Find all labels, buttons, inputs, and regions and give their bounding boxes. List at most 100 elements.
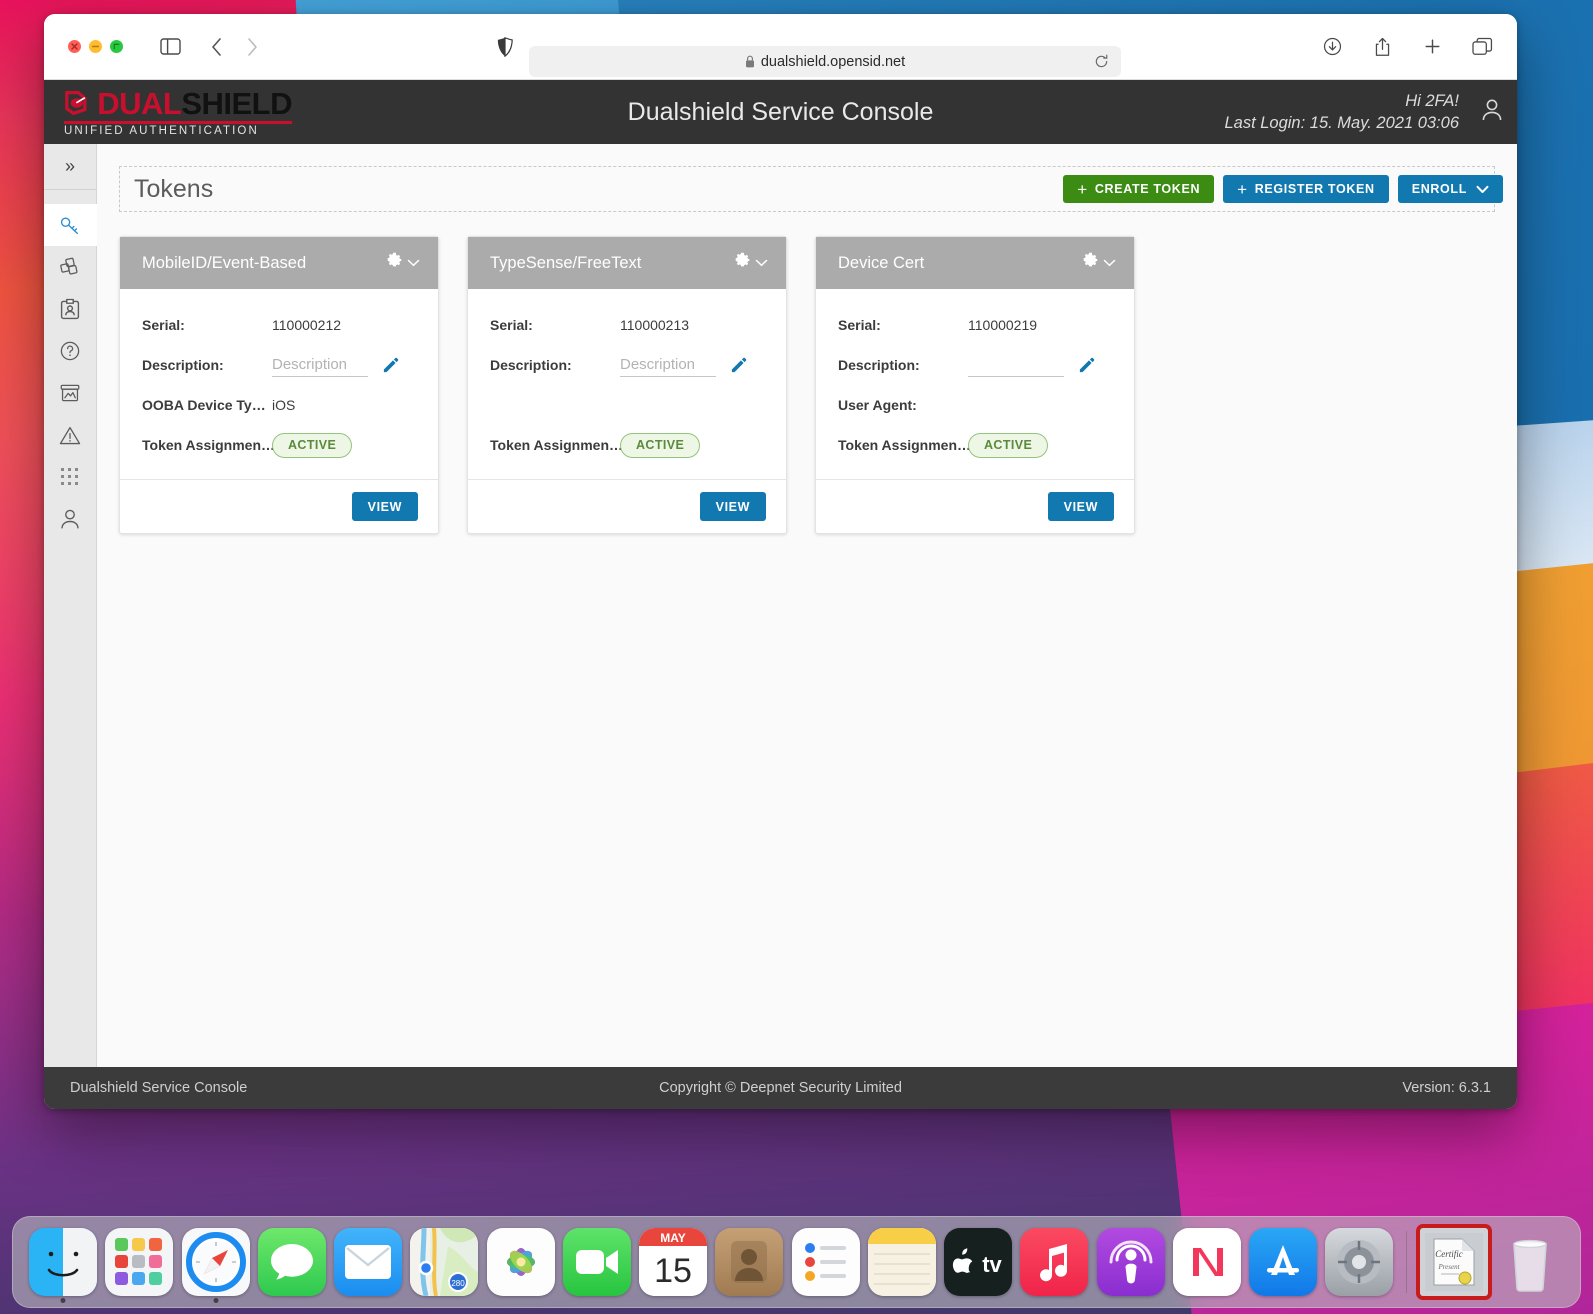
sidebar-spacer [44,190,97,204]
svg-text:Certific: Certific [1435,1249,1463,1259]
dock-item-mail[interactable] [332,1225,404,1299]
app-sidebar: » [44,144,97,1067]
dock-item-reminders[interactable] [790,1225,862,1299]
apps-icon [59,256,81,278]
card-menu-button[interactable] [386,252,420,274]
enroll-button[interactable]: ENROLL [1397,175,1503,203]
card-row-serial: Serial: 110000212 [142,305,416,345]
safari-icon [185,1232,246,1292]
macos-dock: 280 [12,1216,1581,1308]
sidebar-toggle-icon[interactable] [153,32,187,62]
enroll-label: ENROLL [1411,182,1467,196]
dock-item-facetime[interactable] [561,1225,633,1299]
row-label: Serial: [838,317,881,333]
token-cards: MobileID/Event-Based Serial: [119,236,1495,534]
sidebar-item-grid[interactable] [44,456,97,498]
key-icon [59,214,81,236]
sidebar-item-tokens[interactable] [44,204,97,246]
new-tab-icon[interactable] [1415,32,1449,62]
dock-item-photos[interactable] [485,1225,557,1299]
maximize-window-button[interactable] [110,40,123,53]
pencil-icon[interactable] [382,357,399,374]
calendar-month: MAY [660,1231,686,1245]
minimize-window-button[interactable] [89,40,102,53]
view-button[interactable]: VIEW [351,492,418,521]
view-button[interactable]: VIEW [1047,492,1114,521]
grid-dots-icon [60,467,80,487]
user-avatar-icon[interactable] [1481,98,1503,127]
close-window-button[interactable] [68,40,81,53]
card-row-user-agent: User Agent: [838,385,1112,425]
dock-item-certificate-file[interactable]: Certific Present [1417,1225,1489,1299]
row-label: Token Assignmen… [490,437,624,453]
sidebar-expand-button[interactable]: » [44,144,97,190]
register-token-button[interactable]: + REGISTER TOKEN [1223,175,1389,203]
logo-primary-text: DUAL [97,85,182,121]
dock-item-finder[interactable] [27,1225,99,1303]
gear-icon [386,252,403,274]
card-body: Serial: 110000212 Description: OOBA Devi… [120,289,438,479]
sidebar-item-account[interactable] [44,498,97,540]
launchpad-icon [115,1238,163,1285]
card-footer: VIEW [816,479,1134,533]
share-icon[interactable] [1365,32,1399,62]
chevron-down-icon [1476,185,1489,194]
description-input[interactable] [272,353,368,377]
mail-icon [345,1245,392,1279]
dock-item-contacts[interactable] [713,1225,785,1299]
row-value: 110000213 [620,317,690,333]
dock-item-tv[interactable]: tv [942,1225,1014,1299]
view-button[interactable]: VIEW [699,492,766,521]
sidebar-item-reports[interactable] [44,372,97,414]
dock-item-trash[interactable] [1494,1225,1566,1299]
dock-item-music[interactable] [1018,1225,1090,1299]
downloads-icon[interactable] [1315,32,1349,62]
podcasts-icon [1109,1240,1153,1284]
running-indicator [60,1298,66,1303]
dock-item-messages[interactable] [256,1225,328,1299]
description-input[interactable] [620,353,716,377]
messages-icon [270,1244,313,1280]
pencil-icon[interactable] [730,357,747,374]
app-store-icon [1267,1245,1300,1275]
sidebar-item-applications[interactable] [44,246,97,288]
pencil-icon[interactable] [1078,357,1095,374]
browser-toolbar: dualshield.opensid.net [44,14,1517,80]
dock-item-maps[interactable]: 280 [408,1225,480,1299]
app-footer: Dualshield Service Console Copyright © D… [44,1067,1517,1109]
gear-icon [734,252,751,274]
description-input[interactable] [968,353,1064,377]
app-body: » [44,144,1517,1067]
forward-button[interactable] [235,32,269,62]
register-token-label: REGISTER TOKEN [1254,182,1375,196]
finder-icon [29,1228,98,1296]
back-button[interactable] [199,32,233,62]
dock-item-app-store[interactable] [1247,1225,1319,1299]
card-footer: VIEW [120,479,438,533]
dock-item-safari[interactable] [180,1225,252,1303]
sidebar-expand-label: » [64,156,75,176]
card-menu-button[interactable] [1082,252,1116,274]
dock-item-system-preferences[interactable] [1323,1225,1395,1299]
person-icon [60,508,80,530]
dock-item-calendar[interactable]: MAY 15 [637,1225,709,1299]
tab-overview-icon[interactable] [1465,32,1499,62]
token-card: TypeSense/FreeText Serial: [467,236,787,534]
card-menu-button[interactable] [734,252,768,274]
dock-item-launchpad[interactable] [103,1225,175,1299]
privacy-shield-icon[interactable] [488,32,522,62]
row-label: User Agent: [838,397,917,413]
chevron-down-icon [407,254,420,272]
sidebar-item-help[interactable] [44,330,97,372]
facetime-icon [575,1250,618,1274]
row-label: Token Assignmen… [838,437,972,453]
dock-item-news[interactable] [1171,1225,1243,1299]
dock-item-notes[interactable] [866,1225,938,1299]
sidebar-item-alerts[interactable] [44,414,97,456]
dock-item-podcasts[interactable] [1095,1225,1167,1299]
reload-icon[interactable] [1094,54,1109,69]
create-token-button[interactable]: + CREATE TOKEN [1063,175,1215,203]
sidebar-item-identity[interactable] [44,288,97,330]
address-bar[interactable]: dualshield.opensid.net [529,46,1121,77]
card-row-assignment: Token Assignmen… ACTIVE [838,425,1112,465]
